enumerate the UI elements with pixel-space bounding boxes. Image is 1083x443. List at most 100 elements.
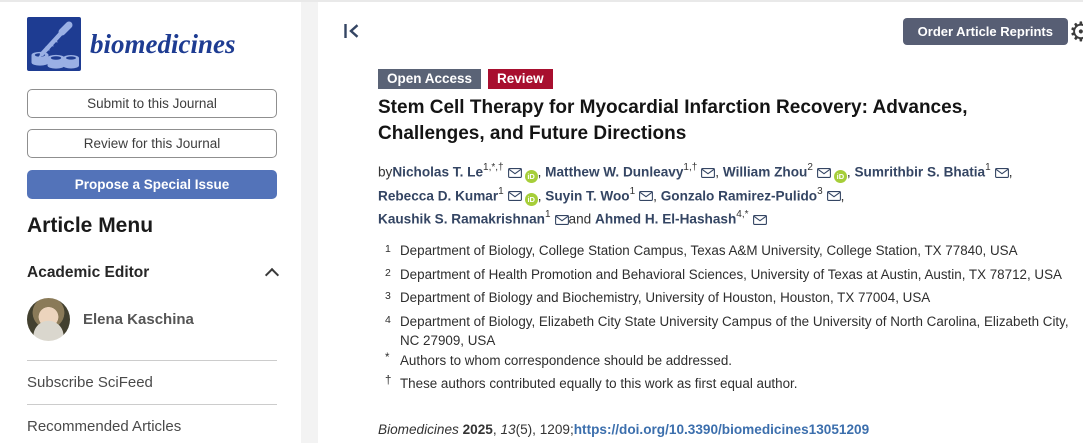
author-affiliation-sup: 1,† bbox=[683, 162, 698, 173]
author-separator: , bbox=[846, 164, 855, 180]
citation-line: Biomedicines 2025, 13(5), 1209;https://d… bbox=[378, 422, 869, 437]
footnote-list: * Authors to whom correspondence should b… bbox=[385, 351, 1065, 396]
collapse-sidebar-icon[interactable] bbox=[343, 23, 360, 44]
author-affiliation-sup: 1 bbox=[498, 185, 504, 197]
journal-logo[interactable]: biomedicines bbox=[27, 17, 235, 71]
author: Gonzalo Ramirez-Pulido3, bbox=[661, 183, 848, 206]
affiliation-text: Department of Biology, College Station C… bbox=[400, 243, 1018, 258]
email-icon[interactable] bbox=[826, 186, 841, 206]
affiliation-text: Department of Biology and Biochemistry, … bbox=[400, 290, 931, 305]
affiliation-item: 1 Department of Biology, College Station … bbox=[385, 241, 1075, 260]
orcid-icon[interactable]: iD bbox=[833, 169, 847, 183]
author-name-link[interactable]: Rebecca D. Kumar bbox=[378, 188, 499, 204]
footnote-text: These authors contributed equally to thi… bbox=[400, 375, 798, 391]
author-list: byNicholas T. Le1,*,† iD, Matthew W. Dunl… bbox=[378, 159, 1023, 229]
email-icon[interactable] bbox=[507, 163, 522, 183]
affiliation-number: 2 bbox=[385, 266, 391, 279]
affiliation-number: 1 bbox=[385, 243, 391, 255]
orcid-icon[interactable]: iD bbox=[524, 193, 538, 207]
footnote-text: Authors to whom correspondence should be… bbox=[400, 353, 732, 368]
author-separator: , bbox=[537, 164, 546, 180]
footnote-item: † These authors contributed equally to th… bbox=[385, 374, 1065, 393]
author-affiliation-sup: 1 bbox=[629, 185, 636, 197]
submit-journal-button[interactable]: Submit to this Journal bbox=[27, 89, 277, 118]
editor-name: Elena Kaschina bbox=[83, 311, 194, 328]
doi-link[interactable]: https://doi.org/10.3390/biomedicines1305… bbox=[573, 422, 870, 437]
affiliation-item: 2 Department of Health Promotion and Beha… bbox=[385, 265, 1075, 284]
email-icon[interactable] bbox=[816, 163, 831, 183]
author-affiliation-sup: 4,* bbox=[736, 209, 749, 221]
subscribe-scifeed-link[interactable]: Subscribe SciFeed bbox=[27, 374, 153, 391]
affiliation-number: 4 bbox=[385, 313, 391, 326]
email-icon[interactable] bbox=[752, 210, 767, 230]
author-name-link[interactable]: Suyin T. Woo bbox=[545, 188, 630, 204]
affiliation-text: Department of Health Promotion and Behav… bbox=[400, 266, 1062, 282]
citation-part: (5), 1209; bbox=[515, 422, 574, 437]
sidebar-gap bbox=[301, 2, 318, 443]
author: Suyin T. Woo1, bbox=[545, 183, 660, 206]
review-badge: Review bbox=[488, 69, 553, 89]
email-icon[interactable] bbox=[554, 210, 569, 230]
author-affiliation-sup: 2 bbox=[807, 162, 813, 173]
citation-part: , bbox=[492, 422, 501, 437]
author-separator: and bbox=[568, 211, 595, 227]
author: Ahmed H. El-Hashash4,* bbox=[595, 206, 767, 229]
author-name-link[interactable]: Kaushik S. Ramakrishnan bbox=[378, 211, 545, 227]
author: William Zhou2 iD, bbox=[723, 159, 855, 183]
author-affiliation-sup: 1 bbox=[544, 209, 551, 221]
academic-editor-label: Academic Editor bbox=[27, 264, 150, 281]
author-separator: , bbox=[840, 188, 849, 204]
affiliation-text: Department of Biology, Elizabeth City St… bbox=[400, 313, 1069, 348]
author-affiliation-sup: 1 bbox=[985, 162, 991, 173]
article-title: Stem Cell Therapy for Myocardial Infarct… bbox=[378, 97, 968, 144]
author-separator: , bbox=[537, 188, 546, 204]
sidebar: biomedicines Submit to this Journal Revi… bbox=[0, 2, 301, 443]
author: Matthew W. Dunleavy1,†, bbox=[545, 159, 723, 182]
citation-part: Biomedicines bbox=[378, 422, 463, 437]
citation-part: 13 bbox=[500, 422, 516, 437]
email-icon[interactable] bbox=[507, 186, 522, 206]
email-icon[interactable] bbox=[639, 186, 654, 206]
chevron-up-icon bbox=[264, 267, 280, 283]
author-name-link[interactable]: Sumrithbir S. Bhatia bbox=[854, 164, 986, 180]
email-icon[interactable] bbox=[994, 163, 1009, 183]
author-separator: , bbox=[715, 164, 723, 180]
author-affiliation-sup: 3 bbox=[817, 185, 823, 197]
article-main: Order Article Reprints ⚙ Open Access Rev… bbox=[318, 2, 1083, 443]
academic-editor-entry[interactable]: Elena Kaschina bbox=[27, 298, 194, 341]
citation-part: 2025 bbox=[462, 422, 493, 437]
review-journal-button[interactable]: Review for this Journal bbox=[27, 129, 277, 158]
author-name-link[interactable]: Matthew W. Dunleavy bbox=[545, 164, 684, 180]
order-reprints-button[interactable]: Order Article Reprints bbox=[902, 18, 1068, 45]
badge-row: Open Access Review bbox=[378, 69, 553, 89]
author: Sumrithbir S. Bhatia1, bbox=[854, 159, 1016, 182]
editor-avatar bbox=[27, 298, 70, 341]
author: Nicholas T. Le1,*,† iD, bbox=[392, 159, 545, 183]
affiliation-number: 3 bbox=[385, 290, 391, 302]
affiliation-list: 1 Department of Biology, College Station … bbox=[385, 241, 1075, 354]
email-icon[interactable] bbox=[701, 163, 716, 183]
article-menu-title: Article Menu bbox=[27, 214, 154, 237]
author: Rebecca D. Kumar1 iD, bbox=[378, 183, 545, 207]
orcid-icon[interactable]: iD bbox=[524, 169, 538, 183]
settings-gear-icon[interactable]: ⚙ bbox=[1069, 19, 1083, 46]
author-name-link[interactable]: Ahmed H. El-Hashash bbox=[595, 211, 737, 227]
author-name-link[interactable]: William Zhou bbox=[722, 164, 808, 180]
propose-special-issue-button[interactable]: Propose a Special Issue bbox=[27, 170, 277, 199]
author-name-link[interactable]: Nicholas T. Le bbox=[392, 164, 484, 180]
academic-editor-toggle[interactable]: Academic Editor bbox=[27, 264, 280, 283]
affiliation-item: 3 Department of Biology and Biochemistry,… bbox=[385, 288, 1075, 307]
divider bbox=[27, 404, 277, 405]
footnote-item: * Authors to whom correspondence should b… bbox=[385, 351, 1065, 370]
author-affiliation-sup: 1,*,† bbox=[483, 162, 504, 173]
recommended-articles-link[interactable]: Recommended Articles bbox=[27, 418, 182, 435]
author-separator: , bbox=[1008, 164, 1017, 180]
author-separator: , bbox=[653, 188, 661, 204]
footnote-symbol: † bbox=[385, 374, 392, 387]
author: Kaushik S. Ramakrishnan1 and bbox=[378, 206, 595, 229]
byline-prefix: by bbox=[378, 164, 393, 180]
author-name-link[interactable]: Gonzalo Ramirez-Pulido bbox=[660, 188, 818, 204]
journal-logo-icon bbox=[27, 17, 81, 71]
footnote-symbol: * bbox=[385, 352, 390, 364]
